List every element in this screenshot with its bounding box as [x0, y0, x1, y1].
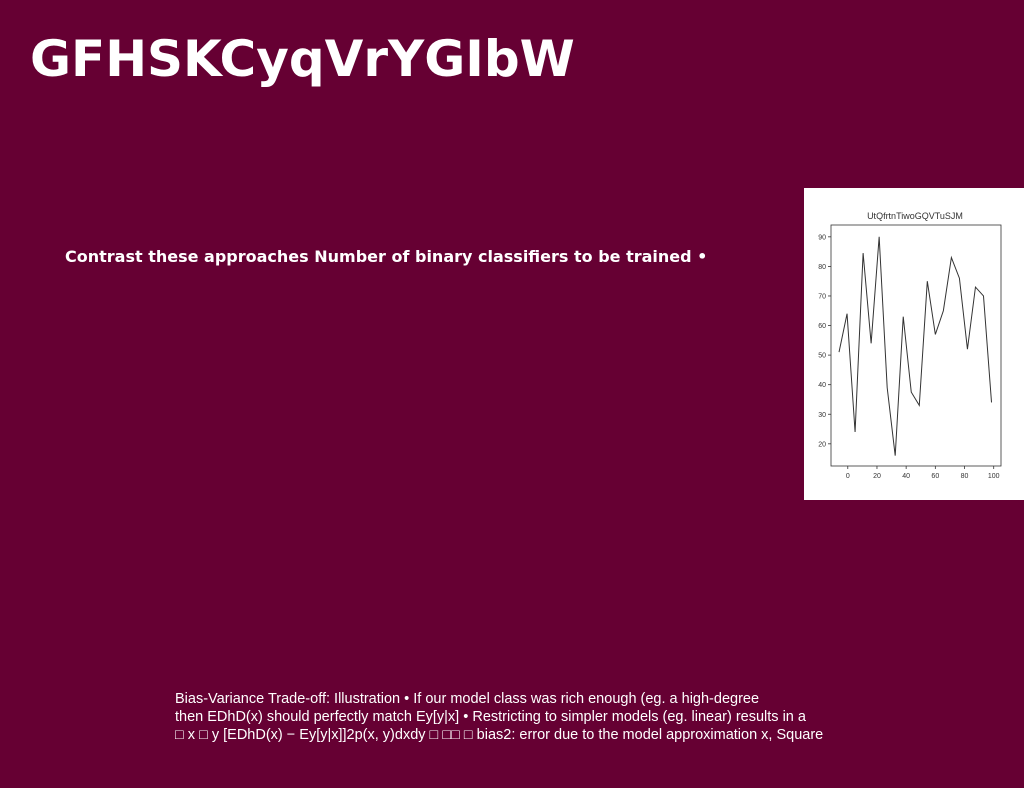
line-series: [838, 236, 993, 456]
note-line: then EDhD(x) should perfectly match Ey[y…: [175, 709, 806, 725]
x-tick-label: 40: [902, 473, 910, 480]
slide-title: GFHSKCyqVrYGIbW: [30, 30, 575, 88]
bullet-text: Contrast these approaches Number of bina…: [65, 247, 708, 266]
y-tick-label: 80: [818, 264, 826, 271]
note-line: □ x □ y [EDhD(x) − Ey[y|x]]2p(x, y)dxdy …: [175, 727, 824, 743]
notes: Bias-Variance Trade-off: Illustration • …: [175, 690, 823, 744]
x-tick-label: 20: [873, 473, 881, 480]
chart-title: UtQfrtnTiwoGQVTuSJM: [867, 211, 963, 221]
y-tick-label: 50: [818, 353, 826, 360]
note-line: Bias-Variance Trade-off: Illustration • …: [175, 691, 760, 707]
chart: UtQfrtnTiwoGQVTuSJM 20 30 40 50 60 70 80 90 0 20 4…: [804, 188, 1024, 500]
y-tick-label: 40: [818, 382, 826, 389]
y-tick-label: 60: [818, 323, 826, 330]
y-tick-label: 70: [818, 293, 826, 300]
y-tick-label: 30: [818, 412, 826, 419]
y-tick-label: 20: [818, 441, 826, 448]
x-tick-label: 100: [988, 473, 1000, 480]
y-tick-label: 90: [818, 234, 826, 241]
x-tick-label: 60: [931, 473, 939, 480]
x-tick-label: 80: [961, 473, 969, 480]
x-tick-label: 0: [846, 473, 850, 480]
plot-frame: [830, 224, 1002, 467]
